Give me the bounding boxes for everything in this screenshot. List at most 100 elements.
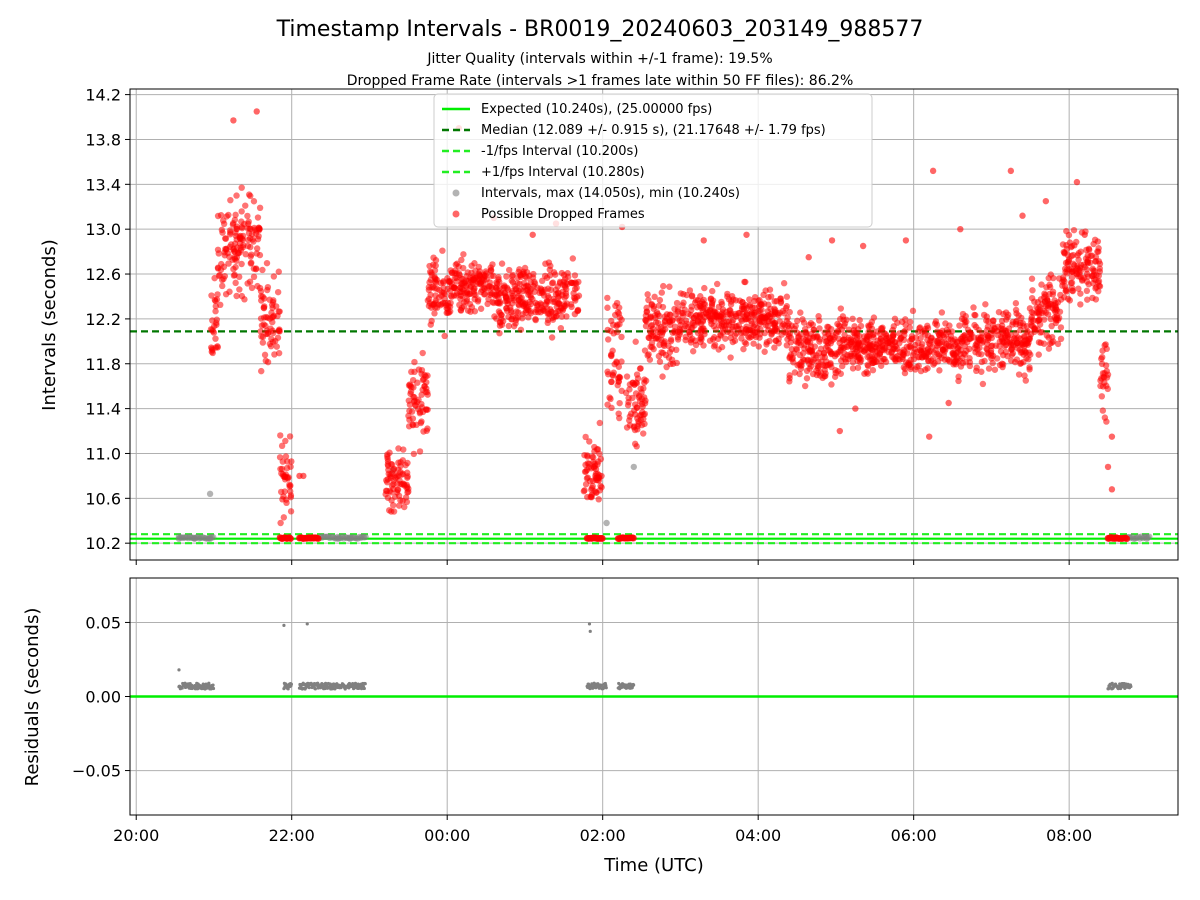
dropped-frame-point: [1075, 285, 1082, 292]
dropped-frame-point: [431, 267, 439, 274]
dropped-frame-point: [278, 442, 286, 450]
dropped-frame-point: [1021, 372, 1028, 379]
dropped-frame-point: [673, 299, 681, 307]
dropped-frame-point: [519, 311, 526, 318]
dropped-frame-point: [669, 360, 677, 367]
dropped-frame-point: [441, 295, 448, 302]
dropped-frame-point: [918, 348, 925, 356]
residual-point: [177, 668, 181, 672]
dropped-frame-point: [1022, 377, 1029, 384]
dropped-frame-point: [761, 348, 768, 355]
dropped-frame-point: [800, 319, 808, 326]
dropped-frame-point: [701, 284, 708, 292]
dropped-frame-point: [505, 322, 513, 330]
dropped-frame-point: [444, 309, 452, 316]
dropped-frame-point: [632, 338, 639, 345]
dropped-frame-point: [771, 344, 778, 351]
dropped-frame-point: [880, 355, 887, 363]
dropped-frame-point: [804, 357, 811, 364]
interval-point: [175, 535, 183, 542]
dropped-frame-point: [1091, 236, 1099, 244]
dropped-frame-point: [998, 335, 1006, 342]
dropped-frame-point: [1091, 267, 1098, 275]
dropped-frame-point: [656, 296, 664, 304]
dropped-frame-point: [815, 313, 822, 320]
dropped-frame-point: [388, 497, 395, 504]
intervals-y-axis-label: Intervals (seconds): [39, 239, 60, 411]
dropped-frame-point: [468, 304, 476, 311]
dropped-frame-point: [257, 328, 264, 335]
dropped-frame-point: [876, 349, 884, 357]
dropped-frame-point: [1077, 290, 1084, 297]
dropped-frame-point: [212, 335, 219, 342]
dropped-frame-point: [1014, 345, 1021, 352]
figure-subtitle-jitter: Jitter Quality (intervals within +/-1 fr…: [426, 51, 772, 67]
dropped-frame-point: [961, 342, 969, 350]
dropped-frame-point: [527, 300, 535, 308]
dropped-frame-point: [244, 225, 251, 232]
dropped-frame-point: [717, 331, 724, 338]
dropped-frame-point: [809, 321, 816, 328]
dropped-frame-point: [270, 312, 278, 320]
dropped-frame-point: [1070, 226, 1078, 234]
dropped-frame-point: [864, 335, 871, 343]
dropped-frame-point: [870, 314, 878, 321]
dropped-frame-point: [256, 204, 264, 212]
dropped-frame-point: [393, 473, 401, 480]
dropped-frame-point: [801, 325, 809, 333]
dropped-frame-point: [596, 450, 603, 457]
dropped-frame-point: [979, 339, 986, 346]
dropped-frame-point: [738, 325, 745, 333]
dropped-frame-point: [591, 448, 598, 455]
dropped-frame-point: [427, 321, 434, 328]
dropped-frame-point: [933, 321, 941, 329]
dropped-frame-point: [503, 273, 510, 280]
dropped-frame-point: [1017, 360, 1024, 367]
dropped-frame-point: [849, 315, 856, 323]
dropped-frame-point: [718, 300, 726, 308]
dropped-frame-point: [641, 399, 649, 407]
dropped-frame-point: [259, 293, 266, 300]
dropped-frame-point: [729, 326, 736, 333]
dropped-frame-point: [256, 251, 264, 259]
dropped-frame-point: [572, 280, 580, 287]
dropped-frame-point: [636, 392, 643, 399]
intervals-y-tick-label: 12.2: [85, 310, 121, 329]
dropped-frame-point: [642, 377, 650, 384]
dropped-frame-point: [1015, 312, 1022, 319]
dropped-frame-point: [1095, 272, 1102, 279]
dropped-frame-point: [571, 295, 579, 302]
dropped-frame-point: [471, 260, 478, 267]
dropped-frame-point: [1063, 245, 1070, 253]
dropped-frame-point: [906, 324, 913, 331]
dropped-frame-point: [464, 269, 471, 276]
dropped-frame-point: [460, 251, 467, 258]
dropped-frame-point: [962, 336, 969, 344]
dropped-frame-point: [1012, 300, 1020, 307]
dropped-frame-point: [1003, 327, 1010, 335]
dropped-frame-point: [1073, 238, 1080, 246]
dropped-frame-point: [658, 289, 665, 296]
dropped-frame-point: [979, 330, 986, 337]
dropped-frame-point: [659, 373, 666, 380]
dropped-frame-point: [288, 458, 295, 465]
dropped-frame-point: [439, 247, 446, 254]
dropped-frame-point: [284, 475, 292, 482]
dropped-frame-point: [457, 295, 464, 303]
dropped-frame-point: [661, 326, 669, 333]
dropped-frame-point: [814, 362, 821, 370]
dropped-frame-point: [851, 329, 859, 336]
dropped-frame-point: [426, 279, 433, 286]
dropped-frame-point: [263, 259, 271, 267]
residual-point: [1129, 684, 1133, 689]
dropped-frame-point: [563, 313, 570, 320]
dropped-frame-point: [1103, 345, 1110, 353]
dropped-frame-point: [794, 339, 801, 346]
dropped-frame-point: [223, 245, 230, 253]
dropped-frame-point: [208, 292, 215, 299]
dropped-frame-point: [538, 301, 545, 308]
dropped-frame-point: [1036, 321, 1044, 328]
dropped-frame-point: [219, 282, 226, 290]
dropped-frame-point: [254, 235, 262, 243]
dropped-frame-point: [648, 339, 656, 347]
